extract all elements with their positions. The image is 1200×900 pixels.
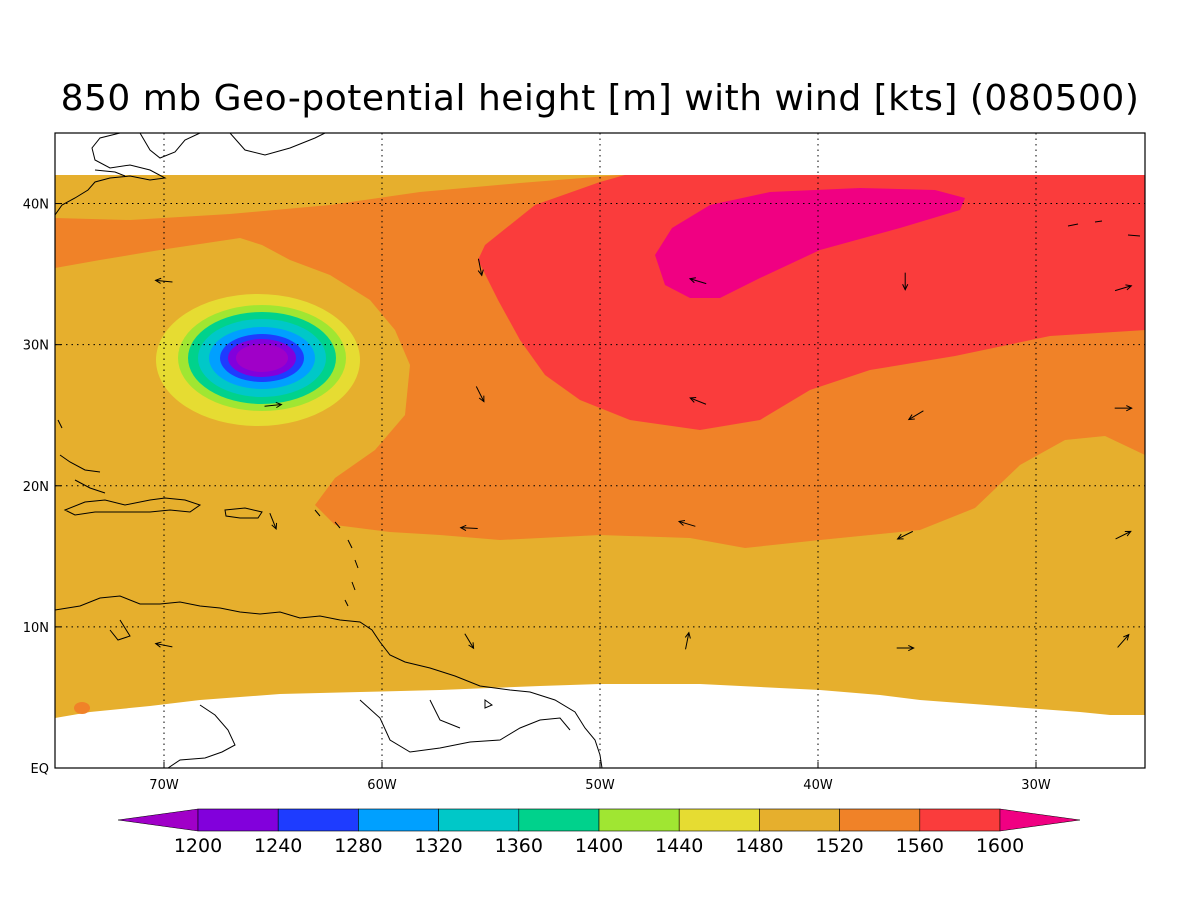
colorbar-segment [438, 808, 520, 832]
colorbar-labels: 1200 1240 1280 1320 1360 1400 1440 1480 1520 1560… [174, 835, 1024, 857]
wind-arrow [464, 633, 475, 650]
wind-arrow [154, 641, 173, 648]
colorbar-label: 1240 [254, 835, 302, 857]
wind-arrow [689, 397, 707, 405]
colorbar-segment [277, 808, 359, 832]
wind-arrow [1115, 530, 1132, 540]
coastline-south-america [55, 595, 603, 768]
lon-tick-label: 50W [585, 778, 615, 793]
colorbar-arrow-low [117, 808, 199, 832]
wind-arrow [896, 644, 915, 652]
coastline-nova-scotia [229, 133, 326, 156]
wind-arrow [902, 272, 909, 291]
wind-arrow [477, 258, 484, 277]
colorbar-segment [839, 808, 921, 832]
lon-tick-label: 40W [803, 778, 833, 793]
lat-axis-labels: EQ 10N 20N 30N 40N [23, 198, 61, 777]
colorbar-label: 1280 [334, 835, 382, 857]
colorbar-label: 1520 [815, 835, 863, 857]
wind-arrow [269, 512, 278, 531]
coastline-lesser-antilles [314, 509, 359, 607]
colorbar-segment [197, 808, 279, 832]
wind-arrow [684, 631, 691, 650]
colorbar-label: 1600 [976, 835, 1024, 857]
coastline-bahamas [57, 419, 106, 494]
coastline-cuba [63, 497, 202, 516]
colorbar-arrow-high [999, 808, 1081, 832]
wind-arrow [1117, 633, 1130, 648]
lon-axis-labels: 70W 60W 50W 40W 30W [149, 762, 1051, 793]
coastline-north-america [55, 133, 201, 216]
wind-arrow [475, 386, 485, 403]
wind-arrow [264, 401, 283, 409]
colorbar-segment [759, 808, 840, 832]
lat-tick-label: 10N [23, 621, 49, 636]
colorbar-label: 1480 [735, 835, 783, 857]
wind-arrow [677, 519, 696, 527]
wind-vectors [154, 258, 1133, 652]
lon-tick-label: 30W [1021, 778, 1051, 793]
contour-fill-1600-plus [655, 188, 965, 298]
lat-tick-label: 40N [23, 198, 49, 213]
coastlines [55, 133, 1141, 768]
wind-arrow [459, 524, 478, 532]
lon-tick-label: 60W [367, 778, 397, 793]
colorbar-segment [678, 808, 760, 832]
wind-arrow [1114, 284, 1133, 292]
colorbar-segment [598, 808, 680, 832]
lat-tick-label: EQ [31, 762, 49, 777]
coastline-azores [1067, 220, 1141, 237]
coastline-puerto-rico [224, 507, 263, 519]
contour-fill-1600 [478, 175, 1145, 430]
colorbar-segment [919, 808, 1001, 832]
wind-arrow [907, 410, 924, 421]
colorbar-label: 1320 [414, 835, 462, 857]
wind-arrow [154, 277, 173, 284]
graticule [55, 133, 1145, 768]
colorbar-segment [358, 808, 439, 832]
map-title: 850 mb Geo-potential height [m] with win… [60, 78, 1140, 119]
colorbar-label: 1440 [655, 835, 703, 857]
colorbar-segment [518, 808, 600, 832]
lat-tick-label: 20N [23, 480, 49, 495]
colorbar-label: 1200 [174, 835, 222, 857]
colorbar-label: 1560 [896, 835, 944, 857]
wind-arrow [896, 530, 914, 540]
wind-arrow [1114, 405, 1133, 412]
lon-tick-label: 70W [149, 778, 179, 793]
colorbar [117, 808, 1081, 832]
lat-tick-label: 30N [23, 339, 49, 354]
wind-arrow [688, 277, 707, 285]
colorbar-label: 1360 [495, 835, 543, 857]
low-pressure-center [156, 294, 360, 426]
colorbar-label: 1400 [575, 835, 623, 857]
